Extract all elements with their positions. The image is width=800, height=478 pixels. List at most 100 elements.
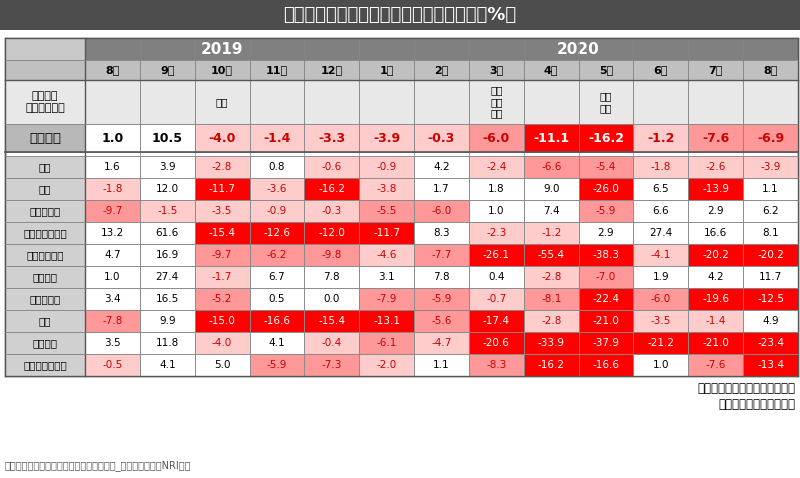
Text: -0.5: -0.5 — [102, 360, 122, 370]
Bar — [469, 288, 524, 310]
Bar — [743, 80, 798, 124]
Bar — [140, 124, 194, 152]
Bar — [359, 156, 414, 178]
Text: 11月: 11月 — [266, 65, 288, 75]
Bar — [85, 60, 140, 80]
Text: -2.0: -2.0 — [377, 360, 397, 370]
Bar — [634, 310, 688, 332]
Bar — [414, 266, 469, 288]
Bar — [743, 124, 798, 152]
Bar — [85, 80, 140, 124]
Bar — [634, 288, 688, 310]
Bar — [414, 60, 469, 80]
Bar — [524, 60, 578, 80]
Bar — [414, 80, 469, 124]
Bar — [85, 244, 140, 266]
Text: -3.5: -3.5 — [212, 206, 232, 216]
Text: 16.5: 16.5 — [156, 294, 179, 304]
Text: -3.3: -3.3 — [318, 131, 346, 144]
Text: -12.6: -12.6 — [263, 228, 290, 238]
Text: 2月: 2月 — [434, 65, 449, 75]
Text: -1.4: -1.4 — [263, 131, 290, 144]
Bar — [359, 80, 414, 124]
Text: -26.1: -26.1 — [483, 250, 510, 260]
Text: 1.0: 1.0 — [102, 131, 123, 144]
Bar — [359, 200, 414, 222]
Text: -9.7: -9.7 — [102, 206, 122, 216]
Bar — [578, 288, 634, 310]
Bar — [194, 200, 250, 222]
Text: -0.6: -0.6 — [322, 162, 342, 172]
Bar — [304, 288, 359, 310]
Text: 27.4: 27.4 — [156, 272, 179, 282]
Bar — [140, 60, 194, 80]
Bar — [414, 288, 469, 310]
Text: 6.2: 6.2 — [762, 206, 779, 216]
Bar — [634, 156, 688, 178]
Text: 9.0: 9.0 — [543, 184, 559, 194]
Bar — [688, 60, 743, 80]
Bar — [304, 354, 359, 376]
Bar — [524, 310, 578, 332]
Bar — [688, 156, 743, 178]
Text: 関連する
主なイベント: 関連する 主なイベント — [25, 91, 65, 113]
Text: -6.0: -6.0 — [482, 131, 510, 144]
Bar — [634, 124, 688, 152]
Bar — [524, 200, 578, 222]
Bar — [743, 288, 798, 310]
Bar — [140, 288, 194, 310]
Bar — [194, 244, 250, 266]
Bar — [85, 124, 140, 152]
Bar — [688, 354, 743, 376]
Text: -2.8: -2.8 — [541, 272, 562, 282]
Bar — [5, 38, 85, 60]
Text: 10.5: 10.5 — [152, 131, 182, 144]
Text: -33.9: -33.9 — [538, 338, 565, 348]
Bar — [194, 222, 250, 244]
Bar — [688, 288, 743, 310]
Text: 住居: 住居 — [38, 184, 51, 194]
Bar — [5, 244, 85, 266]
Bar — [5, 332, 85, 354]
Bar — [469, 266, 524, 288]
Bar — [194, 332, 250, 354]
Text: -11.1: -11.1 — [533, 131, 570, 144]
Bar — [194, 80, 250, 124]
Bar — [688, 178, 743, 200]
Bar — [414, 244, 469, 266]
Bar — [5, 288, 85, 310]
Bar — [524, 332, 578, 354]
Text: -4.6: -4.6 — [377, 250, 397, 260]
Bar — [85, 310, 140, 332]
Text: -20.2: -20.2 — [702, 250, 729, 260]
Text: 5月: 5月 — [599, 65, 613, 75]
Text: -8.1: -8.1 — [541, 294, 562, 304]
Text: -3.8: -3.8 — [377, 184, 397, 194]
Text: 交通・通信: 交通・通信 — [30, 294, 61, 304]
Text: 保健医療: 保健医療 — [33, 272, 58, 282]
Text: -4.1: -4.1 — [650, 250, 671, 260]
Bar — [578, 332, 634, 354]
Text: -16.6: -16.6 — [263, 316, 290, 326]
Bar — [359, 124, 414, 152]
Text: 13.2: 13.2 — [101, 228, 124, 238]
Bar — [578, 200, 634, 222]
Bar — [359, 310, 414, 332]
Text: 7.8: 7.8 — [323, 272, 340, 282]
Bar — [85, 354, 140, 376]
Bar — [743, 244, 798, 266]
Text: 12月: 12月 — [321, 65, 343, 75]
Text: 61.6: 61.6 — [156, 228, 179, 238]
Text: -21.0: -21.0 — [593, 316, 619, 326]
Text: -6.0: -6.0 — [650, 294, 671, 304]
Text: -1.2: -1.2 — [647, 131, 674, 144]
Bar — [194, 354, 250, 376]
Bar — [578, 222, 634, 244]
Bar — [469, 124, 524, 152]
Text: 4.2: 4.2 — [433, 162, 450, 172]
Bar — [5, 38, 798, 376]
Text: 2.9: 2.9 — [598, 228, 614, 238]
Text: -20.2: -20.2 — [757, 250, 784, 260]
Text: 3月: 3月 — [490, 65, 503, 75]
Bar — [5, 60, 85, 80]
